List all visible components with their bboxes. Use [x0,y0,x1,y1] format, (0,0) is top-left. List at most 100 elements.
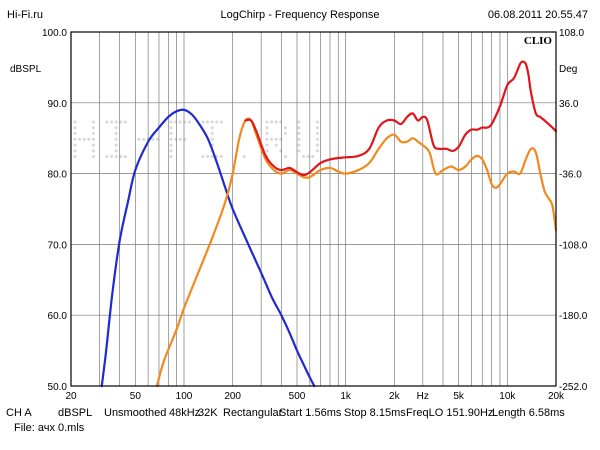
watermark-dot [151,137,155,141]
y2-tick-label: 36.0 [559,99,579,110]
y2-tick-label: 108.0 [559,28,584,39]
watermark-dot [283,126,287,130]
watermark-dot [210,131,214,136]
chart-grid [70,31,557,387]
watermark-dot [114,120,118,124]
x-tick-label: 10k [499,391,516,402]
watermark-dot [110,120,114,124]
watermark-dot [178,120,182,124]
watermark-dot [279,120,283,124]
y-tick-label: 50.0 [48,382,68,393]
watermark-dot [114,131,118,136]
watermark-dot [279,149,283,153]
watermark-dot [91,120,95,124]
watermark-dot [169,137,173,141]
header-left: Hi-Fi.ru [7,9,44,21]
header-datetime: 06.08.2011 20.55.47 [487,9,588,21]
watermark-dot [297,120,301,124]
watermark-dot [114,143,118,147]
y2-tick-label: -180.0 [559,311,588,322]
footer-size: 32K [198,407,218,419]
watermark-dot [82,137,86,141]
footer-channel: CH A [6,407,32,419]
watermark-dot [315,137,319,141]
watermark-dot [110,154,114,159]
watermark-dot [274,120,278,124]
y-tick-label: 100.0 [42,28,67,39]
watermark-dot [114,126,118,130]
y2-tick-label: -36.0 [559,170,582,181]
watermark-dot [315,143,319,147]
watermark-dot [279,137,283,141]
watermark-dot [315,131,319,136]
watermark-dot [155,137,159,141]
watermark-dot [315,149,319,153]
watermark-dot [169,154,173,159]
watermark-dot [91,137,95,141]
watermark-dot [242,154,246,159]
series-line-red [244,60,558,177]
chart-ticks: 20 50 100 200 500 1k 2k 5k 10k 20k 100.0 90.0 80.0 70… [42,28,588,402]
watermark-dot [265,149,269,153]
watermark-dot [73,154,77,159]
watermark-dot [297,131,301,136]
watermark-dot [265,126,269,130]
y2-tick-label: -252.0 [559,382,588,393]
watermark-dot [297,143,301,147]
watermark-dot [270,120,274,124]
watermark-dot [137,137,141,141]
watermark-dot [169,126,173,130]
watermark-dot [215,120,219,124]
watermark-dot [210,137,214,141]
x-tick-label: 1k [340,391,352,402]
watermark-dot [187,120,191,124]
footer-freqlo: FreqLO 151.90Hz [406,407,494,419]
watermark-dot [105,154,109,159]
watermark-dot [306,154,310,159]
footer-smoothing: Unsmoothed [104,407,167,419]
x-tick-label: 200 [224,391,241,402]
x-tick-label: 20 [65,391,77,402]
watermark-dot [201,154,205,159]
y-axis-label: dBSPL [10,64,42,75]
y2-tick-label: -108.0 [559,240,588,251]
watermark-dot [169,143,173,147]
watermark-dot [206,120,210,124]
footer-window: Rectangular [223,407,283,419]
watermark-dot [265,120,269,124]
watermark-dot [73,126,77,130]
watermark-dot [265,143,269,147]
watermark-dot [302,154,306,159]
footer-unit: dBSPL [58,407,93,419]
y-tick-label: 80.0 [48,170,68,181]
footer-rate: 48kHz [169,407,201,419]
watermark-dot [91,126,95,130]
y-tick-label: 90.0 [48,99,68,110]
watermark-dot [123,154,127,159]
x-tick-label: 20k [548,391,565,402]
watermark-dot [78,137,82,141]
watermark-dot [119,120,123,124]
clio-logo: CLIO [524,35,553,47]
chart-series [100,60,558,388]
watermark-dot [283,154,287,159]
watermark-dot [274,137,278,141]
watermark-dot [210,154,214,159]
watermark-dot [114,137,118,141]
watermark-dot [297,137,301,141]
watermark-dot [91,143,95,147]
watermark-dot [210,126,214,130]
series-line-orange [155,117,558,388]
watermark [73,120,319,159]
watermark-dot [169,120,173,124]
watermark-dot [114,154,118,159]
watermark-dot [270,137,274,141]
watermark-dot [91,149,95,153]
watermark-dot [91,154,95,159]
window-title: LogChirp - Frequency Response [220,9,380,21]
watermark-dot [265,131,269,136]
x-axis-label: Hz [417,391,429,402]
footer-start: Start 1.56ms [279,407,342,419]
